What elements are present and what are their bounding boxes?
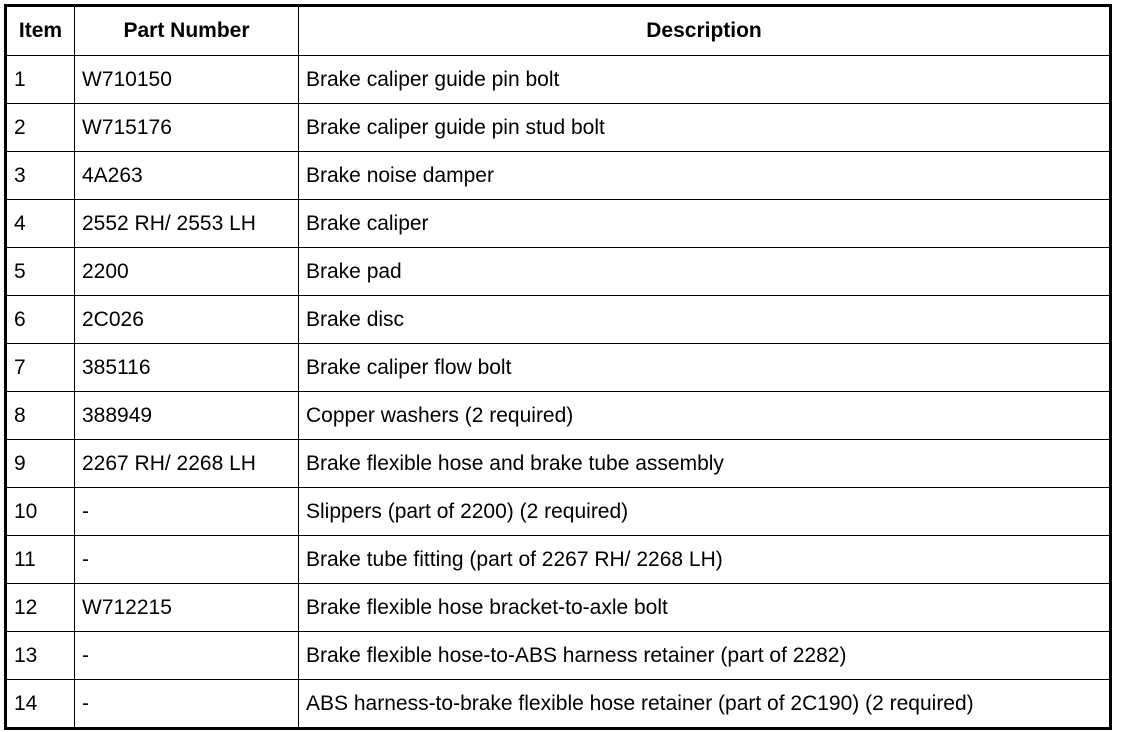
item-cell: 6 — [5, 295, 75, 344]
description-cell: Slippers (part of 2200) (2 required) — [298, 487, 1111, 536]
parts-table: Item Part Number Description 1 W710150 Bra… — [4, 4, 1112, 730]
description-cell: Brake caliper flow bolt — [298, 343, 1111, 392]
description-cell: Brake noise damper — [298, 151, 1111, 200]
part-number-cell: W715176 — [74, 103, 299, 152]
header-item: Item — [5, 5, 75, 56]
table-body: 1 W710150 Brake caliper guide pin bolt 2 W71… — [5, 55, 1111, 729]
part-number-cell: 2C026 — [74, 295, 299, 344]
header-description: Description — [298, 5, 1111, 56]
part-number-cell: - — [74, 679, 299, 729]
table-row: 13- Brake flexible hose-to-ABS harness re… — [5, 631, 1111, 680]
part-number-cell: - — [74, 631, 299, 680]
description-cell: ABS harness-to-brake flexible hose retai… — [298, 679, 1111, 729]
table-row: 8 388949 Copper washers (2 required) — [5, 391, 1111, 440]
description-cell: Copper washers (2 required) — [298, 391, 1111, 440]
header-row: Item Part Number Description — [5, 5, 1111, 56]
item-cell: 12 — [5, 583, 75, 632]
table-row: 9 2267 RH/ 2268 LH Brake flexible hose and… — [5, 439, 1111, 488]
description-cell: Brake tube fitting (part of 2267 RH/ 226… — [298, 535, 1111, 584]
description-cell: Brake disc — [298, 295, 1111, 344]
item-cell: 3 — [5, 151, 75, 200]
description-cell: Brake caliper — [298, 199, 1111, 248]
header-part-number: Part Number — [74, 5, 299, 56]
description-cell: Brake flexible hose-to-ABS harness retai… — [298, 631, 1111, 680]
item-cell: 2 — [5, 103, 75, 152]
part-number-cell: - — [74, 487, 299, 536]
table-row: 10- Slippers (part of 2200) (2 required) — [5, 487, 1111, 536]
part-number-cell: 385116 — [74, 343, 299, 392]
description-cell: Brake caliper guide pin stud bolt — [298, 103, 1111, 152]
item-cell: 7 — [5, 343, 75, 392]
item-cell: 13 — [5, 631, 75, 680]
table-row: 6 2C026 Brake disc — [5, 295, 1111, 344]
item-cell: 10 — [5, 487, 75, 536]
item-cell: 14 — [5, 679, 75, 729]
item-cell: 4 — [5, 199, 75, 248]
item-cell: 5 — [5, 247, 75, 296]
description-cell: Brake caliper guide pin bolt — [298, 55, 1111, 104]
description-cell: Brake flexible hose bracket-to-axle bolt — [298, 583, 1111, 632]
item-cell: 9 — [5, 439, 75, 488]
table-row: 3 4A263 Brake noise damper — [5, 151, 1111, 200]
part-number-cell: 388949 — [74, 391, 299, 440]
table-row: 11- Brake tube fitting (part of 2267 RH/ … — [5, 535, 1111, 584]
part-number-cell: W710150 — [74, 55, 299, 104]
table-row: 4 2552 RH/ 2553 LH Brake caliper — [5, 199, 1111, 248]
part-number-cell: - — [74, 535, 299, 584]
description-cell: Brake flexible hose and brake tube assem… — [298, 439, 1111, 488]
table-row: 12 W712215 Brake flexible hose bracket-to-… — [5, 583, 1111, 632]
part-number-cell: 2200 — [74, 247, 299, 296]
description-cell: Brake pad — [298, 247, 1111, 296]
table-row: 7 385116 Brake caliper flow bolt — [5, 343, 1111, 392]
item-cell: 11 — [5, 535, 75, 584]
part-number-cell: 2267 RH/ 2268 LH — [74, 439, 299, 488]
part-number-cell: 4A263 — [74, 151, 299, 200]
table-row: 1 W710150 Brake caliper guide pin bolt — [5, 55, 1111, 104]
item-cell: 8 — [5, 391, 75, 440]
part-number-cell: W712215 — [74, 583, 299, 632]
part-number-cell: 2552 RH/ 2553 LH — [74, 199, 299, 248]
table-row: 5 2200 Brake pad — [5, 247, 1111, 296]
table-row: 2 W715176 Brake caliper guide pin stud bol… — [5, 103, 1111, 152]
item-cell: 1 — [5, 55, 75, 104]
table-row: 14- ABS harness-to-brake flexible hose re… — [5, 679, 1111, 729]
